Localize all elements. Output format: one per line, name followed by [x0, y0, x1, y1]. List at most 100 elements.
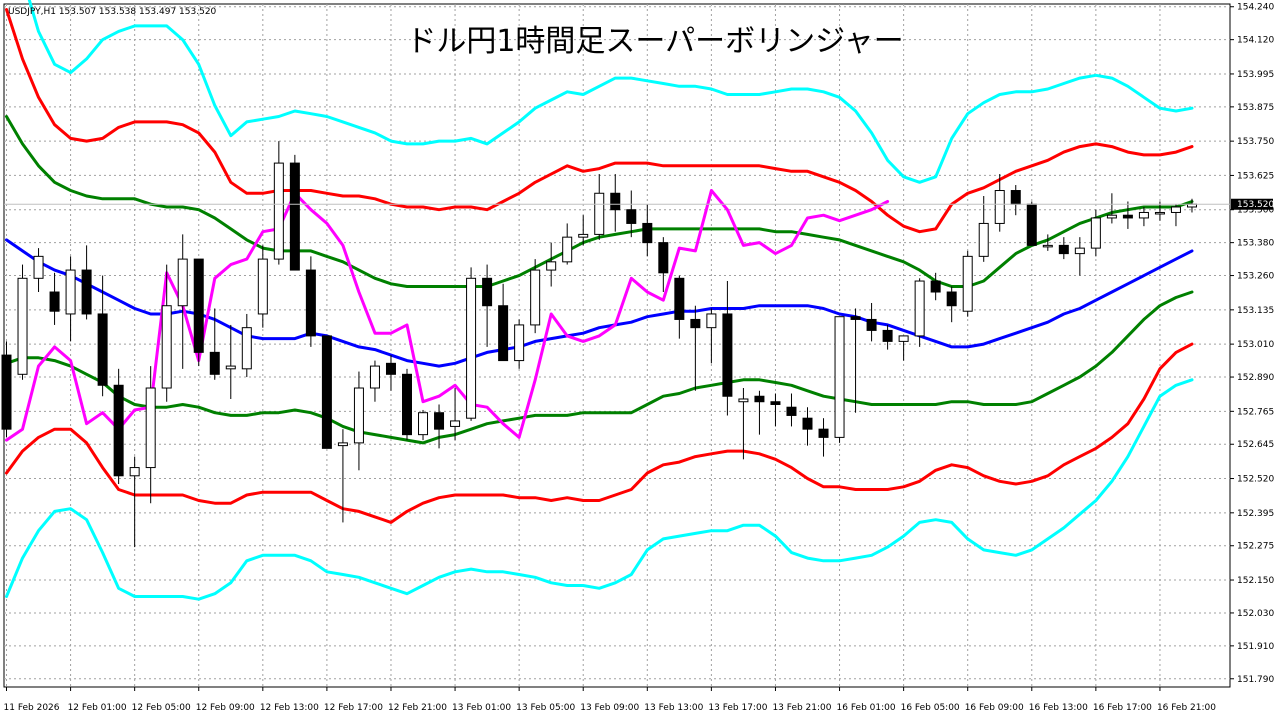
candle — [418, 409, 429, 441]
candle-body-up — [978, 222, 989, 257]
x-tick-label: 13 Feb 13:00 — [644, 703, 703, 713]
candle-body-up — [337, 442, 348, 447]
candle-body-down — [850, 316, 861, 320]
candle-body-up — [369, 365, 380, 389]
candle-body-up — [353, 387, 364, 444]
time-axis: 11 Feb 2026 12 Feb 01:00 12 Feb 05:00 12 Fe… — [4, 687, 1216, 713]
candle — [802, 407, 813, 446]
candle — [914, 278, 925, 347]
candle-body-up — [578, 233, 589, 238]
candle-body-down — [1010, 190, 1021, 205]
y-tick-label: 152.275 — [1237, 542, 1274, 552]
candle-body-up — [225, 365, 236, 370]
candle — [738, 388, 749, 460]
candle — [273, 141, 284, 265]
candle-body-up — [1170, 206, 1181, 213]
candle — [850, 308, 861, 413]
candle — [241, 313, 252, 378]
x-tick-label: 12 Feb 05:00 — [132, 703, 191, 713]
y-tick-label: 152.395 — [1237, 509, 1274, 519]
y-tick-label: 154.240 — [1237, 3, 1274, 13]
candle-body-up — [994, 190, 1005, 224]
candle-body-down — [1122, 214, 1133, 219]
y-tick-label: 153.995 — [1237, 70, 1274, 80]
candle-body-down — [113, 384, 124, 477]
candle-body-up — [1042, 244, 1053, 248]
candle — [578, 215, 589, 246]
candle-body-up — [1138, 211, 1149, 219]
y-tick-label: 153.380 — [1237, 239, 1274, 249]
y-tick-label: 151.790 — [1237, 675, 1274, 685]
x-tick-label: 12 Feb 21:00 — [388, 703, 447, 713]
candle — [1026, 201, 1037, 246]
candle — [882, 324, 893, 350]
candle — [129, 456, 140, 548]
candle-body-up — [161, 305, 172, 389]
candle — [658, 237, 669, 293]
candle — [466, 267, 477, 421]
candle — [225, 324, 236, 399]
y-tick-label: 152.890 — [1237, 373, 1274, 383]
candle-body-up — [530, 269, 541, 326]
candle-body-down — [690, 318, 701, 329]
y-tick-label: 153.625 — [1237, 171, 1274, 181]
candle-body-up — [1154, 211, 1165, 215]
candle-body-down — [930, 280, 941, 293]
candle — [962, 250, 973, 317]
candle — [770, 393, 781, 427]
band-line — [27, 0, 1194, 184]
x-tick-label: 13 Feb 01:00 — [452, 703, 511, 713]
candle — [145, 366, 156, 504]
candle — [33, 248, 44, 293]
candle — [530, 259, 541, 334]
candle-body-up — [257, 258, 268, 315]
y-tick-label: 151.910 — [1237, 642, 1274, 652]
candle-body-down — [722, 313, 733, 397]
candle — [113, 368, 124, 485]
candle-body-down — [866, 318, 877, 331]
candle — [434, 404, 445, 449]
candle — [754, 390, 765, 435]
x-tick-label: 16 Feb 21:00 — [1157, 703, 1216, 713]
candle-body-down — [289, 162, 300, 271]
candle — [818, 418, 829, 457]
symbol-info: USDJPY,H1 153.507 153.538 153.497 153.52… — [8, 7, 217, 17]
candle-body-up — [706, 313, 717, 329]
candle — [402, 368, 412, 441]
candle-body-down — [946, 291, 957, 307]
candle-body-up — [145, 387, 156, 469]
x-tick-label: 13 Feb 05:00 — [516, 703, 575, 713]
candle-body-up — [65, 269, 76, 315]
candle-body-up — [273, 162, 284, 260]
x-tick-label: 12 Feb 01:00 — [68, 703, 127, 713]
x-tick-label: 11 Feb 2026 — [4, 703, 60, 713]
candle-body-down — [818, 428, 829, 438]
x-tick-label: 16 Feb 01:00 — [837, 703, 896, 713]
candle-body-down — [786, 406, 797, 416]
candle-body-down — [674, 277, 685, 320]
y-tick-label: 153.500 — [1237, 206, 1274, 216]
candle — [81, 245, 92, 320]
candle — [1106, 193, 1117, 224]
band-line — [5, 8, 1194, 234]
y-tick-label: 152.520 — [1237, 475, 1274, 485]
x-tick-label: 13 Feb 21:00 — [772, 703, 831, 713]
candle — [498, 283, 509, 362]
candle — [514, 319, 525, 369]
plot-frame — [3, 3, 1231, 688]
price-axis: 154.240 154.120 153.995 153.875 153.750 153.6… — [1230, 3, 1274, 685]
candle — [786, 393, 797, 427]
x-tick-label: 16 Feb 09:00 — [965, 703, 1024, 713]
x-tick-label: 16 Feb 05:00 — [901, 703, 960, 713]
candle-body-down — [882, 329, 893, 342]
candle — [994, 174, 1005, 232]
candle-body-down — [305, 269, 316, 337]
candle — [385, 355, 396, 391]
candle-body-up — [514, 324, 525, 362]
candle — [546, 242, 557, 287]
candle — [642, 204, 653, 257]
candle-body-down — [434, 412, 445, 430]
candle-body-down — [802, 417, 813, 430]
candle — [305, 256, 316, 347]
